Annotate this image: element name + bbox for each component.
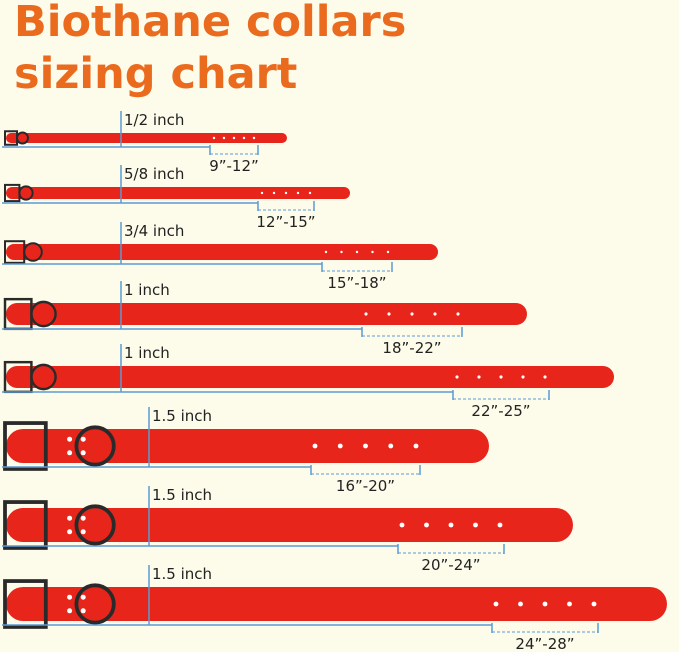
strap — [6, 187, 350, 199]
rivet — [80, 529, 86, 535]
hole — [355, 250, 359, 254]
hole — [364, 312, 368, 316]
range-label: 22”-25” — [471, 402, 530, 420]
hole — [477, 375, 481, 379]
hole — [386, 250, 390, 254]
hole — [252, 136, 256, 140]
width-label: 1 inch — [124, 344, 170, 362]
rivet — [67, 436, 73, 442]
width-label: 1.5 inch — [152, 407, 212, 425]
hole — [424, 522, 429, 528]
rivet — [67, 529, 73, 535]
hole — [521, 375, 525, 379]
rivet — [67, 450, 73, 456]
hole — [272, 191, 276, 195]
width-label: 1 inch — [124, 281, 170, 299]
ring — [30, 363, 57, 391]
hole — [473, 522, 478, 528]
strap — [6, 133, 287, 143]
range-label: 12”-15” — [256, 213, 315, 231]
hole — [497, 522, 503, 528]
width-label: 1/2 inch — [124, 111, 184, 129]
ring — [30, 300, 57, 328]
buckle — [3, 421, 48, 471]
strap — [6, 587, 667, 621]
hole — [543, 375, 547, 379]
hole — [324, 250, 328, 254]
hole — [340, 250, 343, 254]
rivet — [67, 608, 73, 614]
ring — [18, 185, 34, 201]
hole — [242, 136, 246, 140]
ring — [74, 425, 116, 467]
hole — [499, 375, 503, 379]
hole — [222, 136, 226, 140]
strap — [6, 429, 489, 463]
range-label: 15”-18” — [327, 274, 386, 292]
ring — [16, 131, 29, 145]
hole — [284, 191, 288, 195]
hole — [433, 312, 437, 316]
ring — [74, 583, 116, 625]
hole — [518, 601, 523, 607]
hole — [413, 443, 419, 449]
hole — [567, 601, 572, 607]
rivet — [67, 594, 73, 600]
strap — [6, 508, 573, 542]
hole — [455, 375, 459, 379]
rivet — [80, 515, 86, 521]
range-label: 18”-22” — [382, 339, 441, 357]
hole — [308, 191, 312, 195]
hole — [363, 443, 368, 449]
title-line: Biothane collars — [14, 0, 406, 47]
hole — [371, 250, 374, 254]
buckle — [3, 500, 48, 550]
strap — [6, 366, 614, 388]
rivet — [80, 594, 86, 600]
hole — [260, 191, 264, 195]
width-label: 5/8 inch — [124, 165, 184, 183]
hole — [312, 443, 318, 449]
hole — [296, 191, 300, 195]
hole — [542, 601, 548, 607]
width-label: 1.5 inch — [152, 565, 212, 583]
hole — [212, 136, 216, 140]
width-label: 3/4 inch — [124, 222, 184, 240]
rivet — [80, 450, 86, 456]
ring — [23, 242, 43, 262]
range-label: 20”-24” — [421, 556, 480, 574]
hole — [493, 601, 499, 607]
rivet — [80, 608, 86, 614]
hole — [410, 312, 414, 316]
rivet — [67, 515, 73, 521]
hole — [591, 601, 597, 607]
width-label: 1.5 inch — [152, 486, 212, 504]
hole — [448, 522, 454, 528]
range-label: 9”-12” — [209, 157, 259, 175]
hole — [387, 312, 391, 316]
rivet — [80, 436, 86, 442]
ring — [74, 504, 116, 546]
strap — [6, 244, 438, 260]
hole — [388, 443, 394, 449]
hole — [456, 312, 460, 316]
range-label: 24”-28” — [515, 635, 574, 652]
hole — [232, 136, 236, 140]
title-line: sizing chart — [14, 49, 297, 99]
hole — [337, 443, 343, 449]
strap — [6, 303, 527, 325]
hole — [399, 522, 405, 528]
range-label: 16”-20” — [336, 477, 395, 495]
buckle — [3, 579, 48, 629]
